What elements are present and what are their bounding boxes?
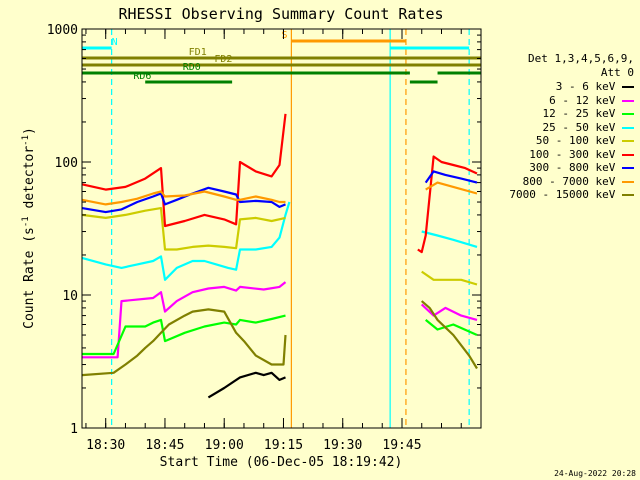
- legend-entry-label: 100 - 300 keV: [529, 147, 622, 161]
- y-axis-label-sup2: -1: [21, 135, 31, 146]
- legend-entry-label: 25 - 50 keV: [542, 120, 622, 134]
- timestamp: 24-Aug-2022 20:28: [554, 469, 636, 478]
- y-tick-label: 1000: [47, 23, 78, 38]
- legend-swatch: [622, 99, 634, 102]
- legend-entry: 100 - 300 keV: [529, 148, 634, 161]
- x-tick-label: 19:00: [205, 438, 244, 453]
- legend-entry: 3 - 6 keV: [556, 80, 634, 93]
- x-tick-label: 18:45: [145, 438, 184, 453]
- series-line: [81, 201, 478, 281]
- y-axis-label: Count Rate (s-1 detector-1): [21, 127, 37, 329]
- flag-bar-label: FD2: [214, 54, 232, 65]
- plot-frame: [81, 28, 482, 429]
- y-axis-label-mid: detector: [22, 146, 37, 217]
- legend-header: Att 0: [600, 66, 634, 79]
- legend-entry-label: 800 - 7000 keV: [522, 174, 622, 188]
- legend-entry-label: 12 - 25 keV: [542, 107, 622, 120]
- y-tick-label: 100: [55, 156, 78, 171]
- legend-entry-label: 3 - 6 keV: [555, 80, 622, 93]
- series-line: [82, 281, 478, 359]
- chart-title: RHESSI Observing Summary Count Rates: [118, 5, 443, 23]
- y-axis-label-sup1: -1: [21, 216, 31, 227]
- flag-bar-label: FD1: [189, 47, 207, 58]
- legend-entry-label: 7000 - 15000 keV: [509, 188, 622, 201]
- legend-swatch: [622, 140, 634, 142]
- series-line: [81, 300, 478, 377]
- flag-bar-label: S: [282, 30, 288, 41]
- series-line: [81, 113, 478, 254]
- series-line: [81, 207, 478, 286]
- legend-swatch: [622, 113, 634, 115]
- legend-swatch: [622, 180, 634, 183]
- legend-entry: 50 - 100 keV: [536, 134, 634, 147]
- series-line: [207, 371, 286, 399]
- legend-entry: 6 - 12 keV: [549, 94, 634, 107]
- x-tick-label: 19:45: [382, 438, 421, 453]
- series-line: [82, 314, 478, 356]
- legend-swatch: [622, 153, 634, 156]
- legend-swatch: [622, 86, 634, 88]
- y-axis-label-main: Count Rate (s: [22, 227, 37, 329]
- flag-bar-label: RD0: [183, 62, 201, 73]
- series-line: [81, 170, 478, 214]
- y-axis-label-end: ): [22, 127, 37, 135]
- legend-entry: 12 - 25 keV: [543, 107, 634, 120]
- y-tick-label: 10: [62, 289, 78, 304]
- legend-entry: 7000 - 15000 keV: [509, 188, 634, 201]
- legend-entry-label: 300 - 800 keV: [529, 161, 622, 174]
- flag-bar-label: RD6: [133, 71, 151, 82]
- series-line: [81, 181, 478, 206]
- legend-entry-label: 50 - 100 keV: [535, 134, 622, 147]
- legend-swatch: [622, 126, 634, 129]
- legend-entry: 25 - 50 keV: [543, 121, 634, 134]
- x-tick-label: 19:30: [323, 438, 362, 453]
- legend-header: Det 1,3,4,5,6,9,: [528, 52, 634, 65]
- legend-swatch: [622, 194, 634, 196]
- legend-entry-label: 6 - 12 keV: [549, 93, 622, 107]
- plot-area: N S FD1 FD2 RD0 RD6 1 10 100 1000 18:30 18:45 19:00 1…: [47, 23, 482, 453]
- x-tick-label: 19:15: [264, 438, 303, 453]
- y-tick-label: 1: [70, 422, 78, 437]
- legend-swatch: [622, 167, 634, 169]
- flag-bar-label: N: [112, 37, 118, 48]
- legend-entry: 800 - 7000 keV: [523, 175, 634, 188]
- x-axis-label: Start Time (06-Dec-05 18:19:42): [160, 455, 403, 470]
- x-tick-label: 18:30: [86, 438, 125, 453]
- legend-entry: 300 - 800 keV: [529, 161, 634, 174]
